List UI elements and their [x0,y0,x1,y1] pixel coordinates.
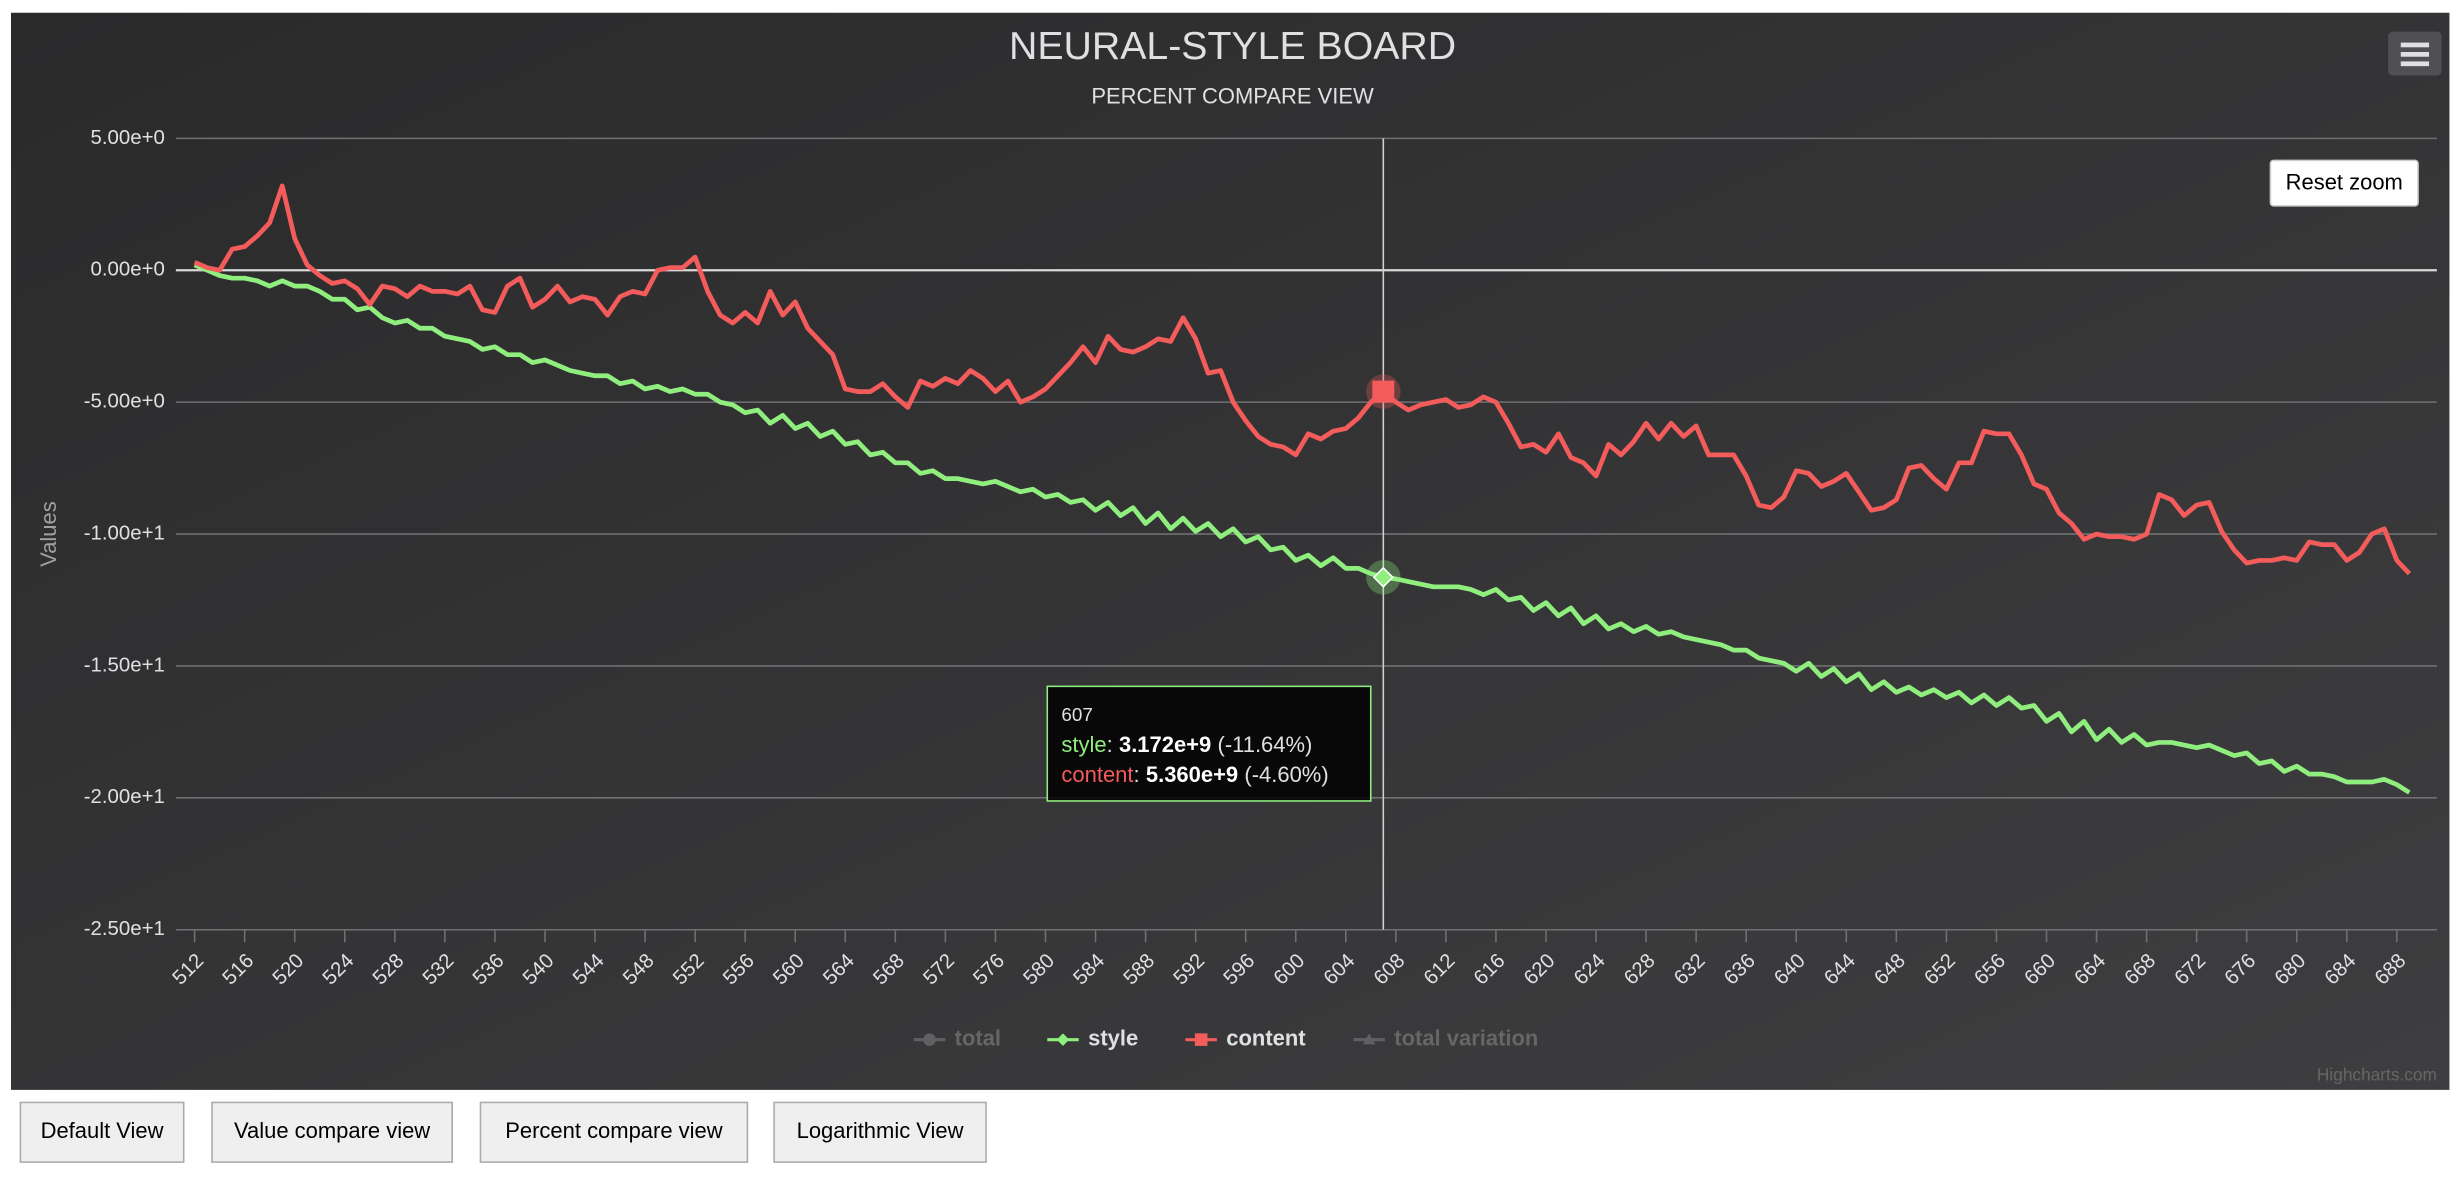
chart-subtitle: PERCENT COMPARE VIEW [1091,83,1374,108]
chart-title: NEURAL-STYLE BOARD [1009,24,1456,68]
hover-marker [1372,380,1395,403]
view-button[interactable] [211,1101,453,1163]
view-button-label[interactable]: Logarithmic View [797,1118,964,1143]
legend-label[interactable]: content [1226,1025,1306,1050]
y-tick-label: 0.00e+0 [91,259,165,281]
tooltip-separator: : [1107,732,1113,757]
legend-label[interactable]: style [1088,1025,1138,1050]
y-tick-label: -2.50e+1 [84,918,165,940]
y-tick-label: -5.00e+0 [84,391,165,413]
y-tick-label: -2.00e+1 [84,786,165,808]
tooltip-separator: : [1134,762,1140,787]
tooltip-row: style: 3.172e+9 (-11.64%) [1061,732,1312,757]
tooltip-percent: (-4.60%) [1244,762,1328,787]
tooltip-box [1046,685,1372,802]
series-line [193,262,2411,795]
hover-marker [1372,566,1394,588]
tooltip-percent: (-11.64%) [1218,732,1313,757]
tooltip-series: style [1061,732,1106,757]
view-button-label[interactable]: Percent compare view [505,1118,722,1143]
legend-symbol [1194,1033,1208,1046]
tooltip-series: content [1061,762,1133,787]
view-buttons: Default View Value compare view Percent co… [19,1101,987,1163]
view-button-label[interactable]: Value compare view [234,1118,430,1143]
tooltip: 607 style: 3.172e+9 (-11.64%) content: 5.36… [1046,685,1372,802]
y-tick-label: 5.00e+0 [91,127,165,149]
reset-zoom-button[interactable]: Reset zoom [2269,159,2419,207]
legend-label[interactable]: total variation [1394,1025,1538,1050]
y-tick-label: -1.00e+1 [84,522,165,544]
view-button-label[interactable]: Default View [41,1118,164,1143]
y-axis-title: Values [36,501,61,567]
legend-label[interactable]: total [955,1025,1001,1050]
chart-background [10,12,2450,1090]
series-line [193,183,2412,576]
reset-zoom-label[interactable]: Reset zoom [2286,170,2403,195]
legend-symbol [1362,1033,1376,1045]
credits: Highcharts.com [2317,1064,2437,1084]
view-button[interactable] [479,1101,749,1163]
view-button[interactable] [19,1101,185,1163]
y-tick-label: -1.50e+1 [84,654,165,676]
tooltip-header: 607 [1061,704,1092,725]
tooltip-row: content: 5.360e+9 (-4.60%) [1061,762,1328,787]
view-button[interactable] [773,1101,987,1163]
legend-symbol [923,1033,936,1046]
tooltip-value: 3.172e+9 [1119,732,1211,757]
menu-button[interactable] [2388,31,2442,76]
tooltip-value: 5.360e+9 [1146,762,1238,787]
